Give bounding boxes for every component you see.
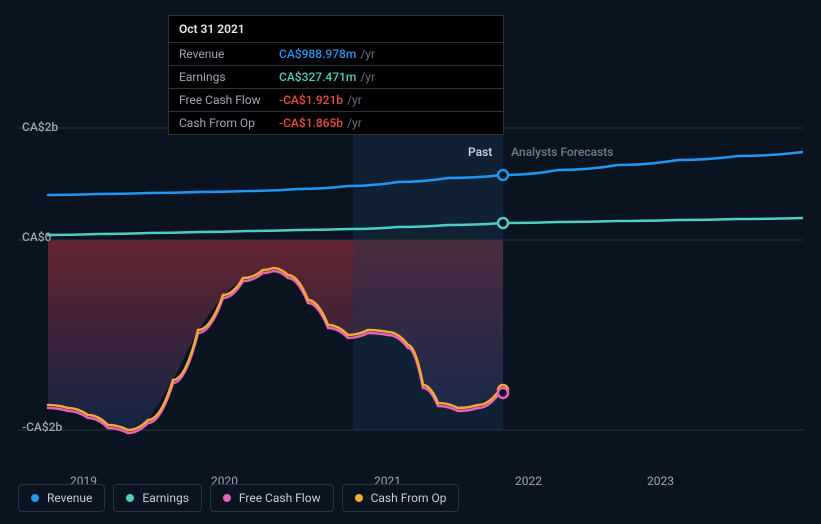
tooltip-row-label: Earnings (179, 70, 279, 84)
legend-item[interactable]: Earnings (113, 484, 202, 512)
chart-svg (18, 120, 803, 460)
x-axis-tick: 2023 (647, 474, 674, 488)
tooltip-row-value: -CA$1.865b (279, 116, 343, 130)
legend-label: Earnings (142, 491, 189, 505)
chart-area: CA$2b CA$0 -CA$2b Past Analysts Forecasts (18, 120, 803, 460)
tooltip-row: Cash From Op-CA$1.865b/yr (169, 112, 503, 134)
tooltip-row: Free Cash Flow-CA$1.921b/yr (169, 89, 503, 112)
tooltip-row-unit: /yr (360, 47, 375, 61)
legend-dot (223, 494, 231, 502)
y-axis-label: CA$0 (22, 230, 51, 244)
tooltip-row-value: CA$988.978m (279, 47, 356, 61)
forecast-label: Analysts Forecasts (511, 145, 613, 159)
x-axis-tick: 2022 (515, 474, 542, 488)
tooltip-row-label: Revenue (179, 47, 279, 61)
legend-dot (126, 494, 134, 502)
tooltip-row-value: CA$327.471m (279, 70, 356, 84)
tooltip-row-label: Free Cash Flow (179, 93, 279, 107)
legend-dot (31, 494, 39, 502)
legend-label: Revenue (47, 491, 92, 505)
tooltip-row-value: -CA$1.921b (279, 93, 343, 107)
legend: Revenue Earnings Free Cash Flow Cash From O… (18, 484, 459, 512)
legend-label: Cash From Op (371, 491, 447, 505)
tooltip-row: EarningsCA$327.471m/yr (169, 66, 503, 89)
legend-item[interactable]: Revenue (18, 484, 105, 512)
past-label: Past (468, 145, 492, 159)
y-axis-label: -CA$2b (22, 420, 62, 434)
legend-dot (355, 494, 363, 502)
tooltip-row-unit: /yr (347, 93, 362, 107)
tooltip-row-label: Cash From Op (179, 116, 279, 130)
legend-item[interactable]: Free Cash Flow (210, 484, 334, 512)
tooltip-row-unit: /yr (360, 70, 375, 84)
legend-item[interactable]: Cash From Op (342, 484, 460, 512)
y-axis-label: CA$2b (22, 120, 58, 134)
tooltip-row-unit: /yr (347, 116, 362, 130)
tooltip-date: Oct 31 2021 (169, 16, 503, 43)
tooltip-row: RevenueCA$988.978m/yr (169, 43, 503, 66)
legend-label: Free Cash Flow (239, 491, 321, 505)
data-tooltip: Oct 31 2021 RevenueCA$988.978m/yrEarning… (168, 15, 504, 135)
